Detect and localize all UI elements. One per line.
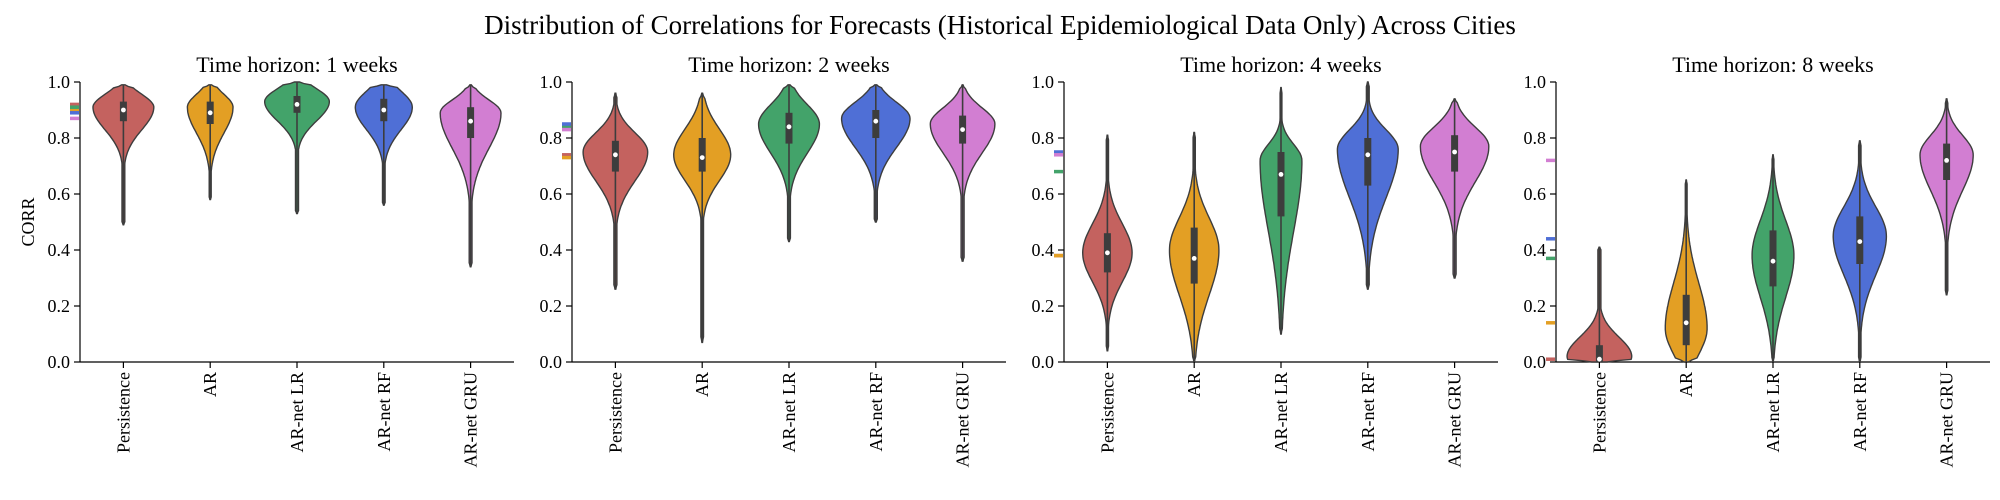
y-tick-label: 0.6: [1524, 184, 1547, 204]
chart-panel-4: Time horizon: 8 weeks 0.0 0.2 0.4 0.6 0.8 1.0 P…: [1524, 52, 1990, 468]
chart-panel-1: Time horizon: 1 weeks 0.0 0.2 0.4 0.6 0.8 1.0 C…: [18, 52, 514, 468]
x-tick-label: Persistence: [1589, 372, 1609, 453]
x-tick-label: AR: [200, 372, 220, 397]
y-tick-label: 0.2: [1524, 296, 1547, 316]
x-tick-label: AR: [692, 372, 712, 397]
x-tick-label: AR-net GRU: [1445, 372, 1465, 468]
panel-title: Time horizon: 4 weeks: [1180, 52, 1381, 77]
x-tick-label: AR-net LR: [779, 372, 799, 453]
violin-box: [872, 110, 880, 138]
violin-median: [960, 127, 965, 132]
y-tick-label: 0.8: [48, 128, 71, 148]
violin-box: [1364, 138, 1372, 186]
x-tick-label: AR-net GRU: [461, 372, 481, 468]
violin-median: [468, 118, 473, 124]
y-tick-label: 0.0: [48, 352, 71, 372]
violin-median: [786, 124, 792, 130]
chart-panel-2: Time horizon: 2 weeks 0.0 0.2 0.4 0.6 0.8 1.0 P…: [540, 52, 1006, 468]
violin-box: [698, 138, 706, 172]
y-tick-label: 1.0: [1524, 72, 1547, 92]
violin-median: [381, 107, 387, 113]
violin-box: [1277, 152, 1285, 217]
x-tick-label: AR-net LR: [287, 372, 307, 453]
y-tick-label: 0.8: [540, 128, 563, 148]
violin-box: [1682, 294, 1690, 346]
y-tick-label: 1.0: [540, 72, 563, 92]
violin-median: [1278, 172, 1284, 177]
y-tick-label: 0.4: [1032, 240, 1055, 260]
chart-panel-3: Time horizon: 4 weeks 0.0 0.2 0.4 0.6 0.8 1.0 P…: [1032, 52, 1498, 468]
y-tick-label: 0.2: [48, 296, 71, 316]
x-tick-label: AR: [1184, 372, 1204, 397]
y-tick-label: 0.4: [48, 240, 71, 260]
y-tick-label: 0.8: [1524, 128, 1547, 148]
y-tick-label: 0.6: [1032, 184, 1055, 204]
y-tick-label: 0.0: [1524, 352, 1547, 372]
violin-median: [699, 155, 705, 161]
x-tick-label: AR-net LR: [1763, 372, 1783, 453]
x-tick-label: AR-net GRU: [953, 372, 973, 468]
violin-median: [1770, 258, 1776, 264]
violin-box: [1595, 345, 1603, 362]
violin-median: [1365, 152, 1371, 158]
x-tick-label: AR-net RF: [374, 372, 394, 452]
y-tick-label: 0.4: [1524, 240, 1547, 260]
x-tick-label: Persistence: [605, 372, 625, 453]
y-tick-label: 0.4: [540, 240, 563, 260]
violin-median: [1105, 250, 1110, 256]
violin-median: [1191, 256, 1197, 261]
violin-median: [1597, 356, 1602, 362]
violin-box: [1769, 230, 1777, 287]
y-tick-label: 0.8: [1032, 128, 1055, 148]
violin-median: [873, 118, 879, 124]
x-tick-label: AR-net RF: [866, 372, 886, 452]
y-tick-label: 0.6: [540, 184, 563, 204]
x-tick-label: AR-net RF: [1358, 372, 1378, 452]
violin-median: [1683, 320, 1689, 326]
x-tick-label: AR-net LR: [1271, 372, 1291, 453]
panels: Time horizon: 1 weeks 0.0 0.2 0.4 0.6 0.8 1.0 C…: [18, 52, 1990, 468]
panel-title: Time horizon: 2 weeks: [688, 52, 889, 77]
violin-median: [613, 152, 618, 158]
violin-median: [207, 110, 213, 116]
y-tick-label: 0.2: [1032, 296, 1055, 316]
y-tick-label: 1.0: [1032, 72, 1055, 92]
violin-median: [1452, 149, 1457, 155]
violin-box: [1190, 227, 1198, 284]
y-tick-label: 0.2: [540, 296, 563, 316]
violin-median: [1944, 158, 1949, 163]
violin-median: [1857, 239, 1863, 245]
y-tick-label: 1.0: [48, 72, 71, 92]
panel-title: Time horizon: 1 weeks: [196, 52, 397, 77]
x-tick-label: AR-net RF: [1850, 372, 1870, 452]
x-tick-label: Persistence: [113, 372, 133, 453]
violin-median: [121, 107, 126, 113]
y-tick-label: 0.0: [540, 352, 563, 372]
y-tick-label: 0.0: [1032, 352, 1055, 372]
y-axis-label: CORR: [18, 197, 38, 246]
x-tick-label: Persistence: [1097, 372, 1117, 453]
figure-title: Distribution of Correlations for Forecas…: [484, 10, 1516, 40]
y-tick-label: 0.6: [48, 184, 71, 204]
x-tick-label: AR: [1676, 372, 1696, 397]
panel-title: Time horizon: 8 weeks: [1672, 52, 1873, 77]
x-tick-label: AR-net GRU: [1937, 372, 1957, 468]
violin-median: [294, 102, 300, 107]
